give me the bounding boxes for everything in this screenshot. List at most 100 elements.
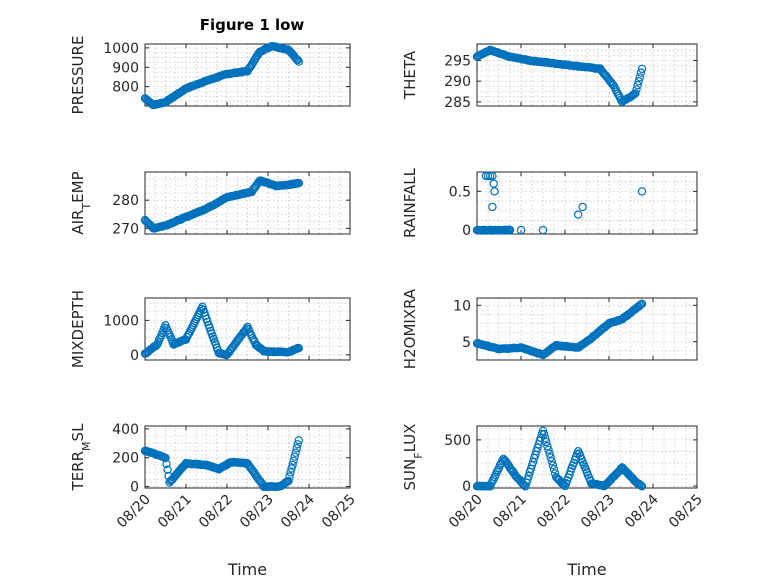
x-tick-label: 08/23 bbox=[237, 492, 277, 532]
y-axis-label-part: MIXDEPTH bbox=[69, 290, 87, 368]
y-tick-label: 900 bbox=[112, 60, 139, 76]
data-point bbox=[541, 434, 550, 443]
data-point bbox=[293, 440, 302, 449]
y-axis-label-part: AIR bbox=[69, 210, 87, 235]
x-tick-label: 08/23 bbox=[578, 492, 618, 532]
y-axis-label: H2OMIXRA bbox=[401, 288, 419, 369]
data-point bbox=[609, 80, 618, 90]
data-point bbox=[294, 178, 303, 188]
figure-title: Figure 1 low bbox=[200, 16, 305, 34]
axes-frame bbox=[476, 425, 698, 489]
y-tick-label: 800 bbox=[112, 80, 139, 96]
data-point bbox=[294, 344, 303, 353]
data-point bbox=[574, 210, 583, 219]
data-point bbox=[544, 445, 553, 454]
data-point bbox=[294, 57, 303, 66]
y-tick-label: 0 bbox=[130, 348, 139, 364]
data-point bbox=[637, 482, 647, 491]
y-tick-label: 290 bbox=[444, 74, 471, 90]
data-point bbox=[290, 452, 299, 461]
x-tick-label: 08/21 bbox=[155, 492, 195, 532]
data-point bbox=[546, 453, 555, 462]
data-point bbox=[288, 460, 297, 470]
y-axis-label-part: TERR bbox=[69, 451, 87, 492]
x-tick-label: 08/24 bbox=[278, 491, 318, 531]
data-point bbox=[490, 187, 499, 196]
y-axis-label-part: THETA bbox=[401, 50, 419, 100]
y-axis-label-part: H2OMIXRA bbox=[401, 288, 419, 369]
y-tick-label: 1000 bbox=[103, 313, 139, 329]
y-tick-label: 200 bbox=[112, 451, 139, 467]
data-point bbox=[636, 68, 646, 77]
data-point bbox=[635, 73, 645, 82]
x-tick-label: 08/24 bbox=[622, 491, 662, 531]
data-point bbox=[543, 442, 552, 451]
x-tick-label: 08/21 bbox=[490, 492, 530, 532]
y-tick-label: 285 bbox=[444, 95, 471, 111]
data-point bbox=[292, 444, 301, 453]
data-point bbox=[163, 465, 172, 474]
axes-frame bbox=[144, 297, 351, 361]
data-point bbox=[634, 76, 643, 86]
data-point bbox=[637, 187, 647, 196]
axes-frame bbox=[144, 171, 351, 235]
data-point bbox=[637, 299, 647, 308]
y-axis-label-part: SUN bbox=[401, 459, 419, 491]
data-point bbox=[635, 480, 645, 489]
y-axis-label-part: EMP bbox=[69, 171, 87, 202]
y-axis-label: RAINFALL bbox=[401, 167, 419, 238]
panel-h2omixra: 5 10 H2OMIXRA bbox=[401, 288, 698, 369]
data-point bbox=[524, 471, 533, 481]
data-point bbox=[516, 225, 526, 235]
y-axis-label: PRESSURE bbox=[69, 36, 87, 115]
data-point bbox=[635, 301, 645, 310]
data-point bbox=[547, 457, 557, 466]
data-point bbox=[489, 179, 498, 188]
panel-air_temp: 270 280 AIRTEMP bbox=[69, 171, 351, 237]
axes-frame bbox=[144, 43, 351, 107]
data-point bbox=[285, 472, 294, 481]
axes-frame bbox=[476, 297, 698, 361]
data-point bbox=[486, 171, 495, 181]
data-point bbox=[162, 459, 171, 469]
data-point bbox=[205, 323, 214, 332]
data-point bbox=[161, 453, 170, 463]
panel-pressure: 800 900 1000 PRESSURE bbox=[69, 36, 351, 115]
data-point bbox=[637, 64, 647, 74]
data-point bbox=[505, 225, 515, 235]
axes-frame bbox=[476, 171, 698, 235]
data-point bbox=[545, 449, 554, 458]
y-axis-label-part: M bbox=[80, 441, 93, 451]
data-point bbox=[488, 202, 497, 212]
data-point bbox=[549, 465, 559, 474]
data-point bbox=[542, 437, 551, 447]
x-axis-label: Time bbox=[566, 560, 606, 579]
y-axis-label: SUNFLUX bbox=[401, 424, 425, 491]
data-point bbox=[293, 55, 302, 65]
panel-rainfall: 0 0.5 RAINFALL bbox=[401, 167, 698, 239]
y-tick-label: 10 bbox=[453, 298, 471, 314]
data-point bbox=[483, 171, 493, 181]
y-axis-label-part: LUX bbox=[401, 424, 419, 453]
axes-frame bbox=[144, 425, 351, 489]
y-axis-label-part: SL bbox=[69, 423, 87, 442]
data-point bbox=[538, 225, 548, 235]
y-tick-label: 5 bbox=[462, 335, 471, 351]
data-point bbox=[633, 80, 642, 90]
x-tick-label: 08/22 bbox=[196, 492, 236, 532]
y-tick-label: 0 bbox=[462, 479, 471, 495]
data-point bbox=[287, 464, 296, 473]
x-tick-label: 08/20 bbox=[114, 492, 154, 532]
data-point bbox=[523, 475, 532, 484]
y-axis-label-part: T bbox=[80, 203, 93, 211]
y-tick-label: 1000 bbox=[103, 41, 139, 57]
x-axis-label: Time bbox=[227, 560, 267, 579]
y-tick-label: 295 bbox=[444, 54, 471, 70]
data-point bbox=[291, 448, 300, 457]
panel-terr_msl: 0 200 400 08/20 08/21 08/22 08/23 08/24 08/25 TER… bbox=[69, 422, 359, 579]
axes-frame bbox=[476, 43, 698, 107]
data-point bbox=[294, 436, 303, 445]
data-point bbox=[528, 457, 538, 467]
y-axis-label-part: F bbox=[412, 452, 425, 458]
